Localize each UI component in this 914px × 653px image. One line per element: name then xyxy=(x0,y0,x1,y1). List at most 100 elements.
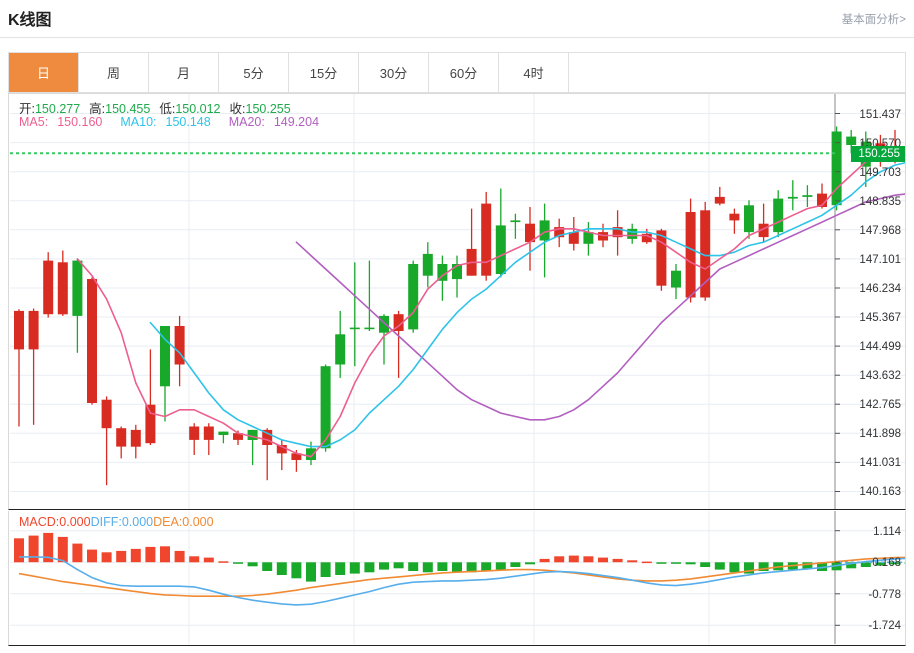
candle xyxy=(744,200,754,239)
macd-bar xyxy=(568,555,579,563)
candle xyxy=(773,190,784,238)
candle xyxy=(393,310,404,378)
candle xyxy=(101,396,112,486)
macd-bar xyxy=(685,562,696,565)
candle xyxy=(57,250,68,316)
macd-bar xyxy=(510,562,521,567)
tab-7[interactable]: 4时 xyxy=(499,53,569,92)
macd-bar xyxy=(525,562,535,565)
candle xyxy=(554,218,565,248)
macd-bar xyxy=(57,536,68,563)
macd-bar xyxy=(335,562,346,575)
tab-5[interactable]: 30分 xyxy=(359,53,429,92)
macd-bar xyxy=(700,562,711,567)
macd-bar xyxy=(203,557,214,563)
macd-bar xyxy=(291,562,302,579)
page-header: K线图 基本面分析> xyxy=(0,0,914,36)
macd-bar xyxy=(116,550,127,563)
macd-bar xyxy=(817,562,827,571)
page-title: K线图 xyxy=(8,12,52,29)
macd-bar xyxy=(160,546,170,563)
candle xyxy=(247,429,258,466)
candle xyxy=(802,185,813,207)
macd-bar xyxy=(276,562,287,575)
macd-bar xyxy=(627,560,638,563)
macd-bar xyxy=(714,562,725,570)
candle xyxy=(116,426,127,459)
candle xyxy=(539,203,550,278)
macd-bar xyxy=(174,550,185,563)
macd-bar xyxy=(262,562,273,571)
candle xyxy=(349,262,360,367)
header-divider xyxy=(0,37,914,38)
macd-bar xyxy=(364,562,375,573)
candle xyxy=(787,180,798,211)
tab-3[interactable]: 5分 xyxy=(219,53,289,92)
candle xyxy=(714,186,725,206)
candle xyxy=(729,208,740,234)
tabbar-filler xyxy=(569,53,905,92)
candle xyxy=(656,228,667,291)
macd-bar xyxy=(860,562,871,567)
candlestick-svg xyxy=(10,94,905,509)
macd-bar xyxy=(101,552,112,563)
candle xyxy=(568,217,579,251)
candle xyxy=(510,213,521,239)
macd-bar xyxy=(306,562,316,582)
macd-bar xyxy=(890,562,900,565)
macd-bar xyxy=(729,562,740,573)
candle xyxy=(583,222,594,256)
macd-bar xyxy=(598,557,608,563)
candle xyxy=(495,188,506,278)
macd-bar xyxy=(466,562,477,573)
macd-bar xyxy=(130,548,141,563)
timeframe-tabbar: 日周月 5分 15分 30分 60分 4时 xyxy=(8,52,906,93)
candle xyxy=(189,423,200,455)
macd-bar xyxy=(671,562,681,564)
macd-bar xyxy=(247,562,258,567)
macd-bar xyxy=(437,562,448,571)
candle xyxy=(671,264,681,300)
candle xyxy=(72,258,83,353)
macd-bar xyxy=(495,562,506,570)
candle xyxy=(408,260,419,333)
macd-bar xyxy=(233,562,243,564)
candle xyxy=(218,431,229,444)
price-chart-panel[interactable]: 开:150.277 高:150.455 低:150.012 收:150.255 MA5… xyxy=(8,93,906,510)
tab-0[interactable]: 日 xyxy=(9,53,79,92)
candle xyxy=(203,423,214,455)
tab-6[interactable]: 60分 xyxy=(429,53,499,92)
tab-1[interactable]: 周 xyxy=(79,53,149,92)
candle xyxy=(758,203,769,243)
candle xyxy=(481,191,492,281)
tab-4[interactable]: 15分 xyxy=(289,53,359,92)
candle xyxy=(466,208,477,276)
macd-bar xyxy=(452,562,462,573)
macd-bar xyxy=(744,562,754,574)
candle xyxy=(14,309,24,427)
macd-bar xyxy=(656,562,667,564)
candle xyxy=(306,441,316,466)
current-price-badge: 150.255 xyxy=(851,146,905,163)
macd-chart-panel[interactable]: MACD:0.000DIFF:0.000DEA:0.000 1.114 0.168… xyxy=(8,511,906,646)
candle xyxy=(276,439,287,471)
macd-bar xyxy=(320,562,331,577)
candle xyxy=(685,198,696,303)
candle xyxy=(262,428,273,481)
macd-bar xyxy=(641,561,652,564)
tab-2[interactable]: 月 xyxy=(149,53,219,92)
candle xyxy=(43,252,54,318)
candle xyxy=(130,424,141,459)
macd-bar xyxy=(349,562,360,574)
fundamental-analysis-link[interactable]: 基本面分析> xyxy=(841,14,906,26)
candle xyxy=(831,126,842,211)
macd-bar xyxy=(846,562,857,569)
candle xyxy=(364,260,375,331)
candle xyxy=(452,255,462,298)
macd-bar xyxy=(554,556,565,563)
macd-bar xyxy=(612,558,623,563)
chart-area: 开:150.277 高:150.455 低:150.012 收:150.255 MA5… xyxy=(8,93,906,646)
candle xyxy=(28,308,39,425)
macd-bar xyxy=(758,562,769,571)
